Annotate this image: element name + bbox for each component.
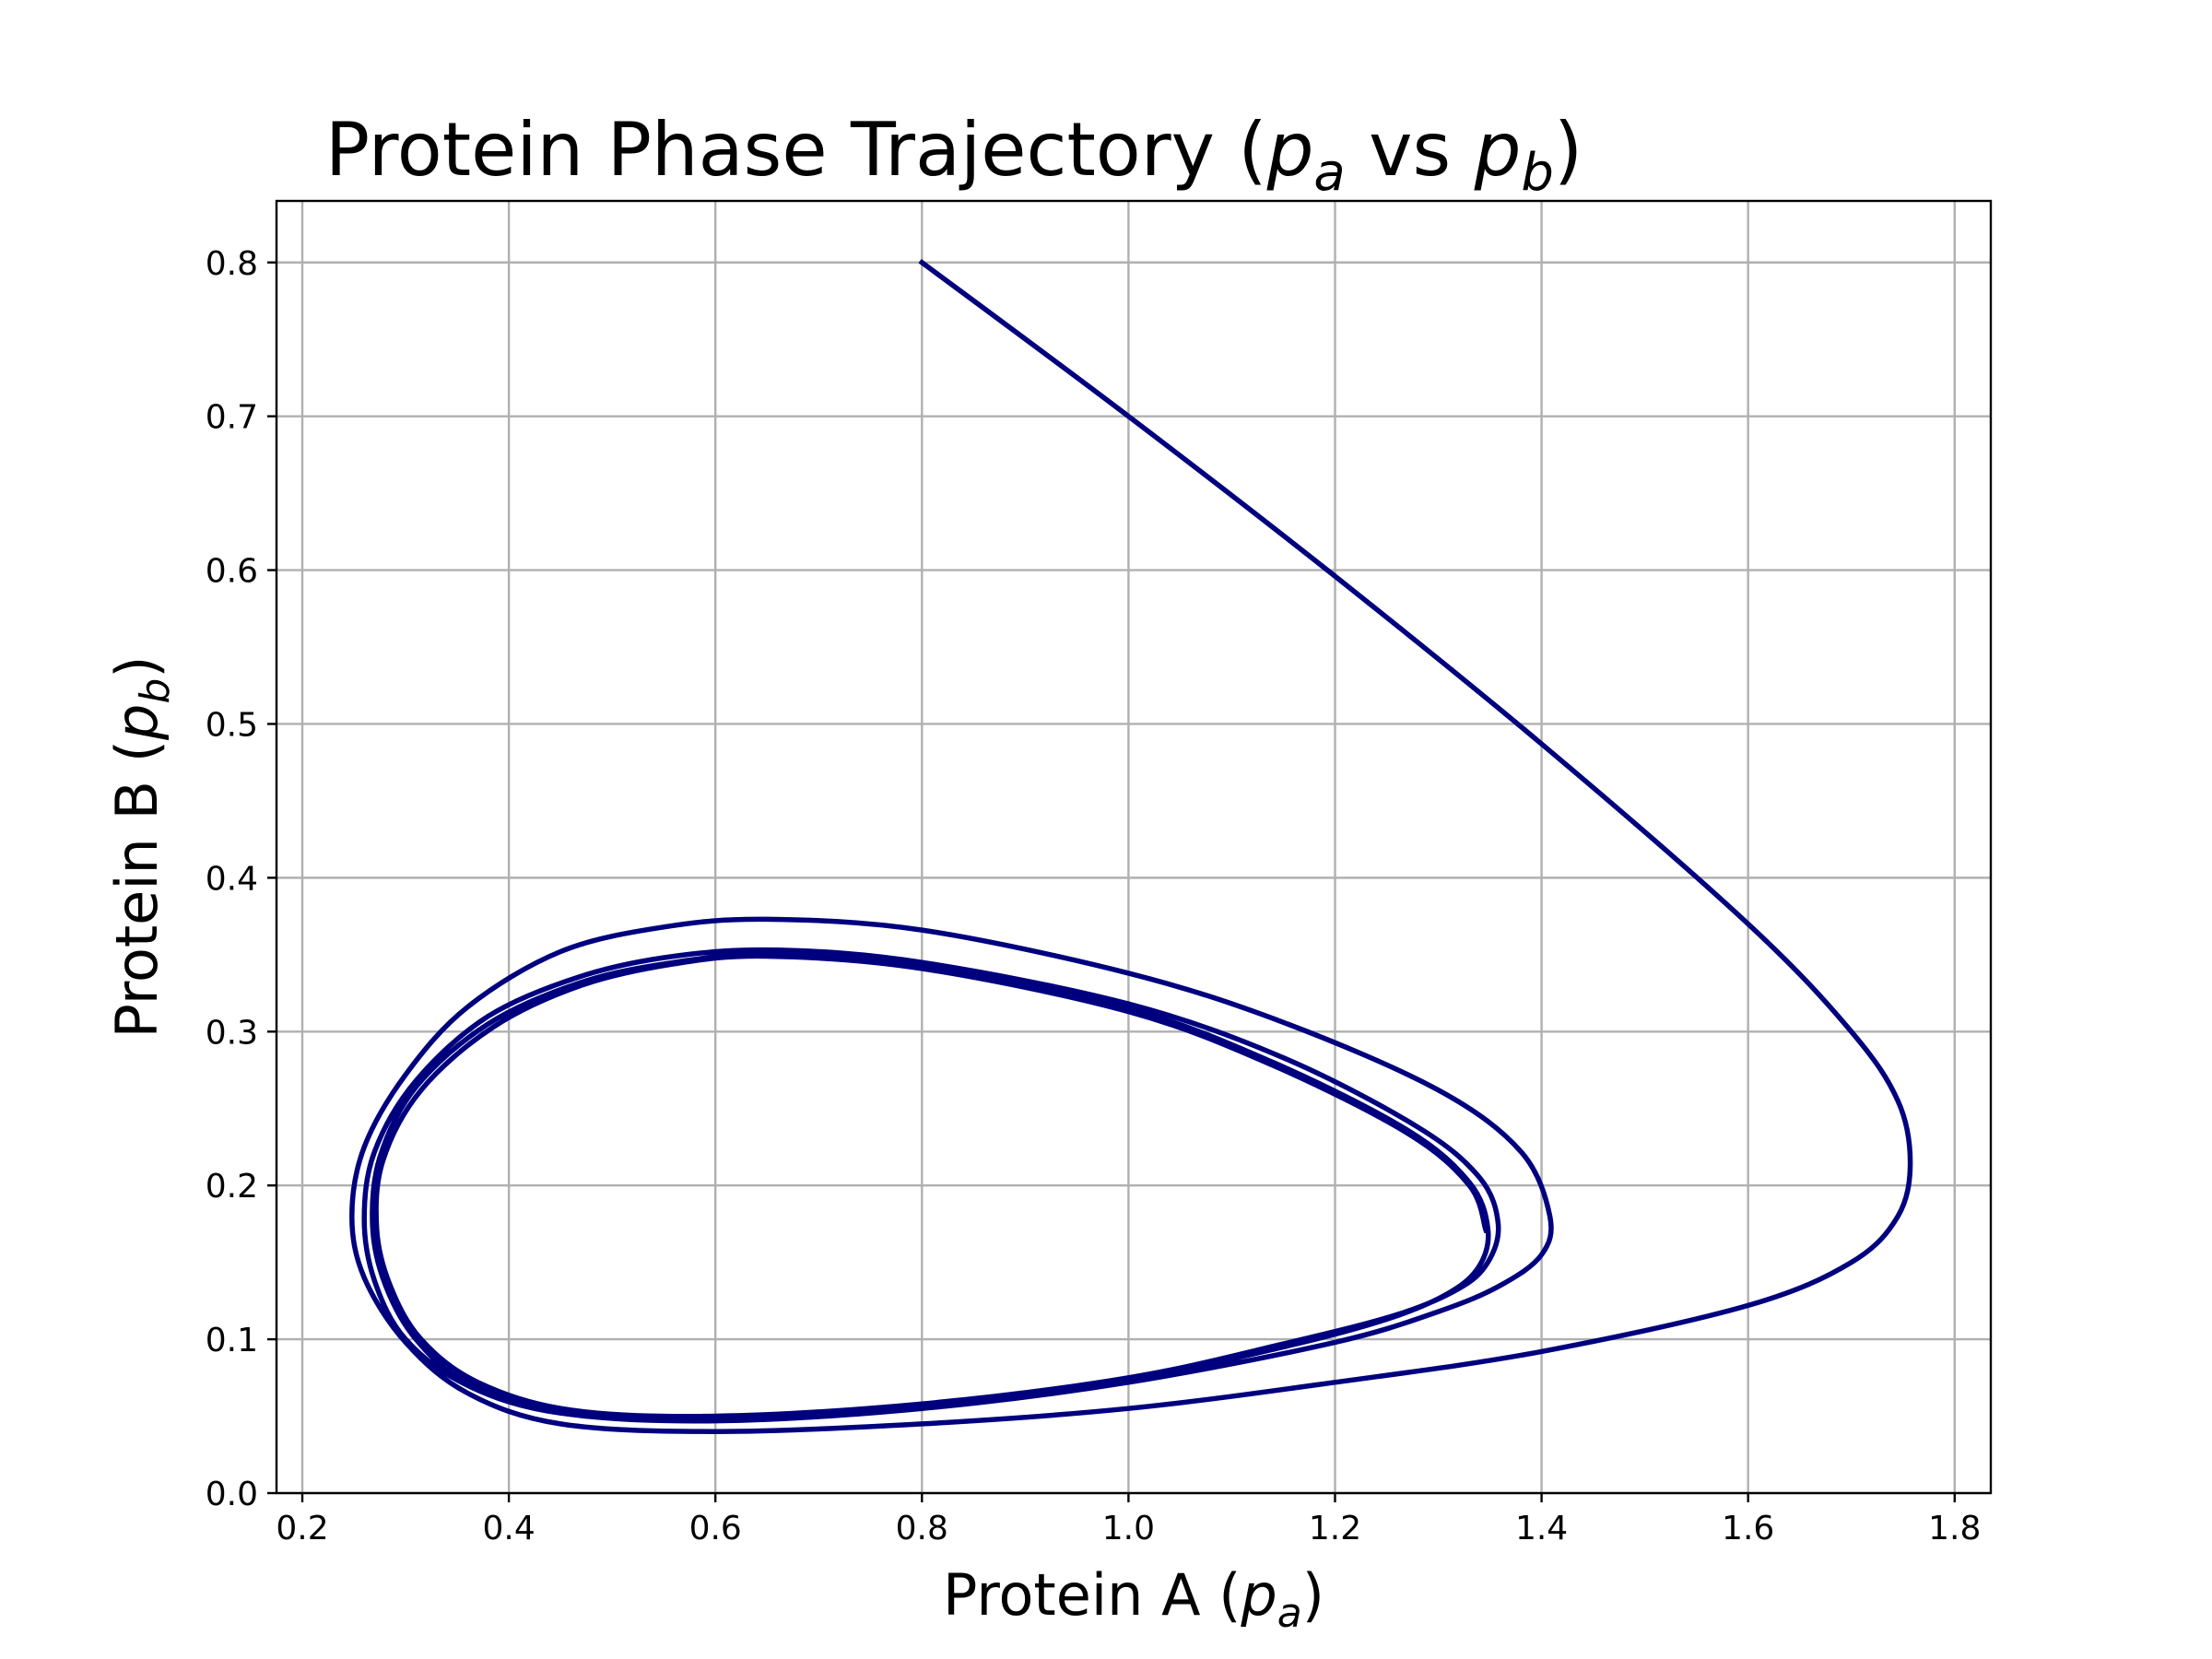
- y-tick-label: 0.5: [206, 706, 258, 744]
- y-tick-label: 0.3: [206, 1014, 258, 1052]
- x-tick-label: 1.8: [1928, 1510, 1981, 1547]
- y-tick-label: 0.2: [206, 1168, 258, 1206]
- ticks: 0.2 0.4 0.6 0.8 1.0 1.2 1.4 1.6 1.8 0.0 0.1 0.2 0.3 0…: [206, 245, 1982, 1547]
- series-layer: [349, 258, 1913, 1434]
- x-tick-label: 1.2: [1309, 1510, 1361, 1547]
- x-tick-label: 0.8: [896, 1510, 948, 1547]
- y-tick-label: 0.0: [206, 1476, 258, 1513]
- x-tick-label: 0.2: [276, 1510, 328, 1547]
- x-tick-label: 0.6: [689, 1510, 742, 1547]
- x-tick-label: 1.6: [1722, 1510, 1774, 1547]
- x-tick-label: 1.0: [1102, 1510, 1155, 1547]
- y-tick-label: 0.1: [206, 1322, 258, 1359]
- axes-frame: [275, 199, 1993, 1495]
- x-axis-label: Protein A (pa): [943, 1561, 1324, 1637]
- x-tick-label: 1.4: [1515, 1510, 1568, 1547]
- chart-title: Protein Phase Trajectory (pa vs pb): [325, 107, 1583, 203]
- y-tick-label: 0.7: [206, 399, 258, 437]
- grid: [276, 201, 1991, 1495]
- trajectory-line: [349, 258, 1913, 1434]
- y-tick-label: 0.4: [206, 860, 258, 898]
- y-axis-label: Protein B (pb): [103, 656, 179, 1039]
- x-tick-label: 0.4: [482, 1510, 535, 1547]
- y-tick-label: 0.6: [206, 553, 258, 591]
- y-tick-label: 0.8: [206, 245, 258, 283]
